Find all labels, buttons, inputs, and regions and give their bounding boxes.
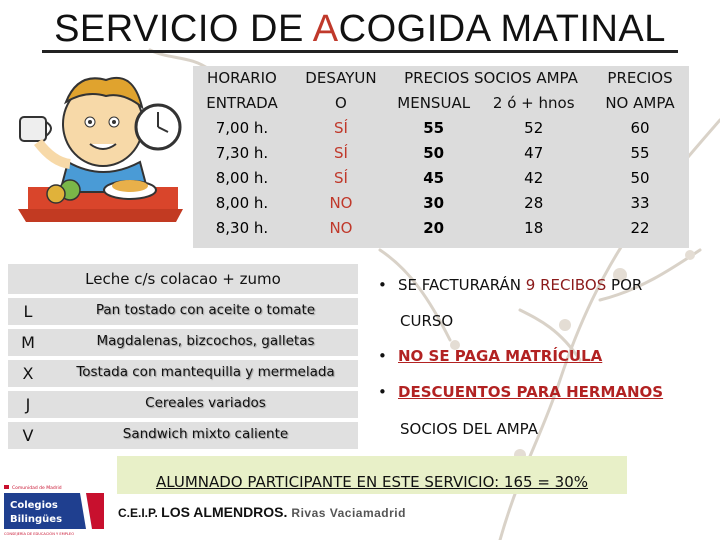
header-hermanos: 2 ó + hnos bbox=[492, 94, 575, 112]
cell-mensual: 45 bbox=[423, 169, 445, 187]
bullet-matricula: • NO SE PAGA MATRÍCULA bbox=[378, 347, 603, 365]
cell-desayuno: NO bbox=[329, 219, 353, 237]
table-row: 7,30 h. SÍ 50 47 55 bbox=[193, 141, 689, 166]
cell-hermanos: 28 bbox=[524, 194, 544, 212]
recibos-count: 9 RECIBOS bbox=[525, 276, 607, 294]
svg-text:Comunidad de Madrid: Comunidad de Madrid bbox=[12, 485, 62, 491]
cell-no-ampa: 50 bbox=[630, 169, 650, 187]
menu-food: Magdalenas, bizcochos, galletas bbox=[96, 333, 315, 349]
menu-row: X Tostada con mantequilla y mermelada bbox=[8, 360, 358, 387]
header-entrada: ENTRADA bbox=[206, 94, 278, 112]
bullet-recibos: • SE FACTURARÁN 9 RECIBOS POR bbox=[378, 276, 643, 294]
cell-hermanos: 52 bbox=[524, 119, 544, 137]
cell-hermanos: 42 bbox=[524, 169, 544, 187]
schedule-price-table: HORARIO DESAYUN PRECIOS SOCIOS AMPA PREC… bbox=[193, 66, 689, 248]
menu-food: Sandwich mixto caliente bbox=[122, 426, 289, 442]
cell-horario: 8,00 h. bbox=[215, 194, 269, 212]
menu-header: Leche c/s colacao + zumo bbox=[8, 264, 358, 294]
menu-food: Cereales variados bbox=[145, 395, 266, 411]
cell-hermanos: 18 bbox=[524, 219, 544, 237]
header-precios-no-ampa: PRECIOS bbox=[607, 69, 673, 87]
table-header-row: ENTRADA O MENSUAL 2 ó + hnos NO AMPA bbox=[193, 91, 689, 116]
cell-desayuno: SÍ bbox=[333, 144, 348, 162]
cell-no-ampa: 22 bbox=[630, 219, 650, 237]
menu-day: L bbox=[23, 302, 33, 321]
menu-row: V Sandwich mixto caliente bbox=[8, 422, 358, 449]
cell-mensual: 55 bbox=[423, 119, 445, 137]
bullet-descuentos: • DESCUENTOS PARA HERMANOS bbox=[378, 383, 664, 401]
svg-text:Bilingües: Bilingües bbox=[10, 514, 62, 525]
cell-no-ampa: 33 bbox=[630, 194, 650, 212]
title-underline bbox=[42, 50, 678, 53]
cell-horario: 8,00 h. bbox=[215, 169, 269, 187]
header-horario: HORARIO bbox=[207, 69, 277, 87]
cell-horario: 7,30 h. bbox=[215, 144, 269, 162]
menu-row: M Magdalenas, bizcochos, galletas bbox=[8, 329, 358, 356]
cell-mensual: 20 bbox=[423, 219, 445, 237]
menu-day: M bbox=[21, 333, 35, 352]
menu-day: X bbox=[22, 364, 34, 383]
cell-desayuno: SÍ bbox=[333, 169, 348, 187]
header-precios-socios: PRECIOS SOCIOS AMPA bbox=[404, 69, 578, 87]
participation-summary: ALUMNADO PARTICIPANTE EN ESTE SERVICIO: … bbox=[117, 456, 627, 494]
cell-no-ampa: 60 bbox=[630, 119, 650, 137]
header-mensual: MENSUAL bbox=[397, 94, 471, 112]
colegios-bilingues-logo-icon: Comunidad de Madrid Colegios Bilingües C… bbox=[2, 477, 108, 537]
cell-no-ampa: 55 bbox=[630, 144, 650, 162]
cell-horario: 7,00 h. bbox=[215, 119, 269, 137]
cell-desayuno: NO bbox=[329, 194, 353, 212]
cell-hermanos: 47 bbox=[524, 144, 544, 162]
menu-row: J Cereales variados bbox=[8, 391, 358, 418]
school-name: C.E.I.P. LOS ALMENDROS. Rivas Vaciamadrid bbox=[118, 504, 406, 520]
table-header-row: HORARIO DESAYUN PRECIOS SOCIOS AMPA PREC… bbox=[193, 66, 689, 91]
menu-food: Tostada con mantequilla y mermelada bbox=[76, 364, 335, 380]
bullet-recibos-line2: CURSO bbox=[400, 312, 454, 330]
cell-mensual: 30 bbox=[423, 194, 445, 212]
bullet-dot-icon: • bbox=[378, 276, 387, 294]
cell-desayuno: SÍ bbox=[333, 119, 348, 137]
menu-food: Pan tostado con aceite o tomate bbox=[95, 302, 316, 318]
page-title: SERVICIO DE ACOGIDA MATINAL bbox=[54, 8, 666, 50]
cell-horario: 8,30 h. bbox=[215, 219, 269, 237]
header-desayuno-o: O bbox=[335, 94, 347, 112]
menu-day: V bbox=[22, 426, 34, 445]
header-no-ampa: NO AMPA bbox=[605, 94, 675, 112]
table-row: 7,00 h. SÍ 55 52 60 bbox=[193, 116, 689, 141]
table-row: 8,00 h. SÍ 45 42 50 bbox=[193, 166, 689, 191]
svg-text:Colegios: Colegios bbox=[10, 500, 58, 511]
svg-text:CONSEJERÍA DE EDUCACIÓN Y EMPL: CONSEJERÍA DE EDUCACIÓN Y EMPLEO bbox=[4, 531, 74, 536]
bullet-dot-icon: • bbox=[378, 383, 387, 401]
table-row: 8,00 h. NO 30 28 33 bbox=[193, 191, 689, 216]
bullet-dot-icon: • bbox=[378, 347, 387, 365]
menu-day: J bbox=[25, 395, 31, 414]
cell-mensual: 50 bbox=[423, 144, 445, 162]
table-row: 8,30 h. NO 20 18 22 bbox=[193, 216, 689, 241]
child-breakfast-illustration-icon bbox=[18, 76, 183, 222]
header-desayuno: DESAYUN bbox=[305, 69, 377, 87]
bullet-descuentos-line2: SOCIOS DEL AMPA bbox=[400, 420, 539, 438]
menu-row: L Pan tostado con aceite o tomate bbox=[8, 298, 358, 325]
